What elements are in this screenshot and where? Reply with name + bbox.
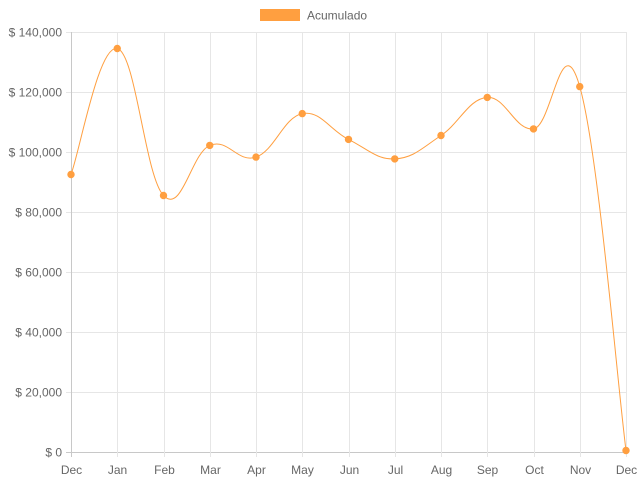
data-point[interactable] — [206, 141, 214, 150]
series-line-acumulado — [70, 47, 627, 451]
legend-label-acumulado[interactable]: Acumulado — [307, 9, 367, 23]
y-tick-label: $ 60,000 — [15, 266, 62, 280]
grid-lines — [66, 32, 627, 457]
legend[interactable]: Acumulado — [260, 9, 367, 23]
x-tick-label: Dec — [61, 463, 82, 477]
legend-swatch-acumulado[interactable] — [260, 9, 300, 21]
x-tick-label: Mar — [200, 463, 221, 477]
x-tick-label: Jul — [388, 463, 403, 477]
data-point[interactable] — [113, 44, 121, 53]
x-axis: Dec Jan Feb Mar Apr May Jun Jul Aug Sep Oct Nov Dec — [61, 463, 637, 477]
y-tick-label: $ 40,000 — [15, 326, 62, 340]
x-tick-label: Apr — [247, 463, 266, 477]
y-tick-label: $ 100,000 — [9, 146, 63, 160]
data-point[interactable] — [344, 135, 353, 144]
data-point[interactable] — [391, 155, 399, 163]
x-tick-label: Aug — [431, 463, 452, 477]
data-point[interactable] — [437, 131, 445, 140]
y-tick-label: $ 0 — [45, 446, 62, 460]
y-tick-label: $ 20,000 — [15, 386, 62, 400]
x-tick-label: Sep — [477, 463, 499, 477]
data-point[interactable] — [298, 109, 306, 118]
x-tick-label: Feb — [154, 463, 175, 477]
y-tick-label: $ 140,000 — [9, 26, 63, 40]
data-point[interactable] — [252, 153, 260, 161]
data-point[interactable] — [622, 446, 630, 455]
x-tick-label: Oct — [525, 463, 544, 477]
y-axis: $ 0 $ 20,000 $ 40,000 $ 60,000 $ 80,000 $ 100… — [9, 26, 63, 460]
series-layer — [67, 44, 630, 455]
data-point[interactable] — [529, 125, 538, 133]
y-tick-label: $ 80,000 — [15, 206, 62, 220]
x-tick-label: May — [291, 463, 314, 477]
x-tick-label: Jun — [340, 463, 359, 477]
data-point[interactable] — [576, 82, 584, 91]
x-tick-label: Jan — [108, 463, 127, 477]
data-point[interactable] — [159, 191, 168, 200]
x-tick-label: Nov — [570, 463, 591, 477]
y-tick-label: $ 120,000 — [9, 86, 63, 100]
data-point[interactable] — [483, 93, 491, 102]
data-point[interactable] — [67, 170, 75, 179]
x-tick-label: Dec — [616, 463, 637, 477]
